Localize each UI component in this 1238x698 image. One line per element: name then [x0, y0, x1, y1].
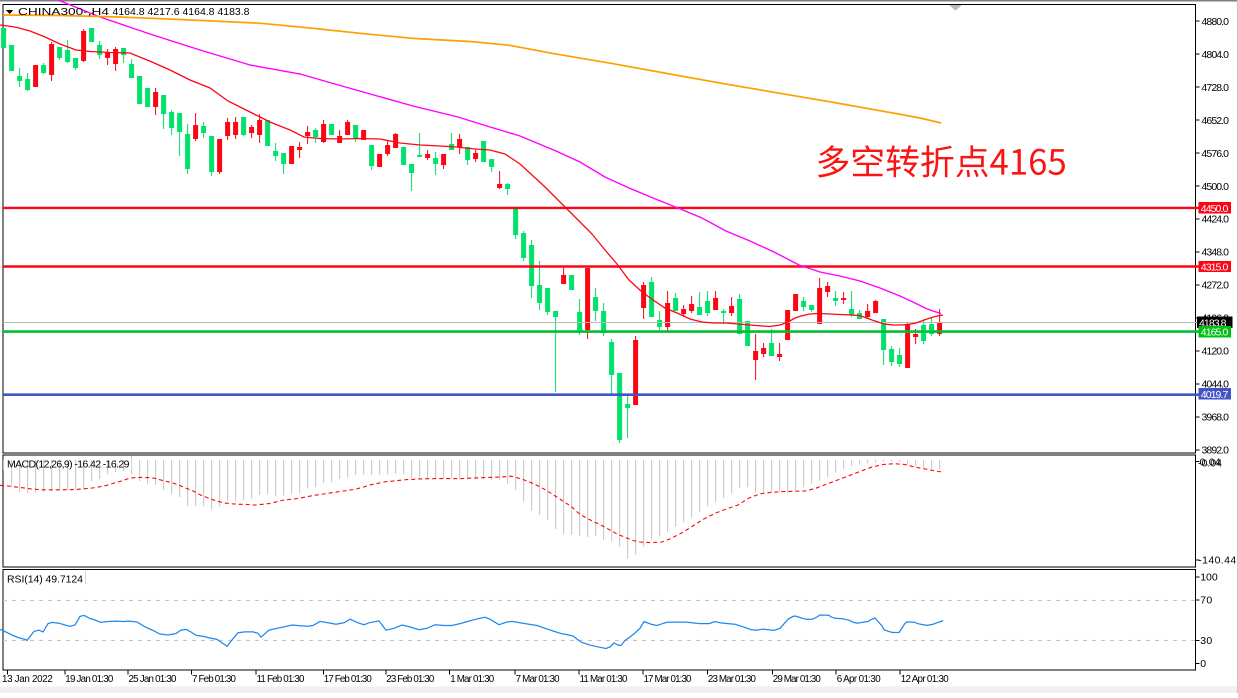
svg-text:4165.0: 4165.0 [1201, 327, 1229, 339]
svg-text:11 Mar 01:30: 11 Mar 01:30 [580, 674, 629, 685]
svg-text:4450.0: 4450.0 [1201, 203, 1229, 215]
svg-text:6 Apr 01:30: 6 Apr 01:30 [837, 674, 882, 685]
svg-text:19 Jan 01:30: 19 Jan 01:30 [65, 674, 114, 685]
svg-text:0: 0 [1200, 658, 1206, 670]
svg-text:29 Mar 01:30: 29 Mar 01:30 [773, 674, 822, 685]
svg-text:12 Apr 01:30: 12 Apr 01:30 [901, 674, 950, 685]
svg-text:25 Jan 01:30: 25 Jan 01:30 [129, 674, 178, 685]
svg-text:1 Mar 01:30: 1 Mar 01:30 [450, 674, 495, 685]
svg-text:4272.0: 4272.0 [1202, 280, 1230, 292]
svg-text:7 Feb 01:30: 7 Feb 01:30 [192, 674, 237, 685]
svg-text:30: 30 [1200, 635, 1212, 647]
svg-text:7 Mar 01:30: 7 Mar 01:30 [516, 674, 561, 685]
svg-text:4576.0: 4576.0 [1202, 148, 1230, 160]
svg-text:4348.0: 4348.0 [1202, 247, 1230, 259]
svg-text:17 Feb 01:30: 17 Feb 01:30 [324, 674, 373, 685]
svg-text:4019.7: 4019.7 [1201, 389, 1229, 401]
svg-text:4164.8 4217.6 4164.8 4183.8: 4164.8 4217.6 4164.8 4183.8 [113, 6, 250, 18]
svg-text:0.04: 0.04 [1200, 457, 1221, 469]
svg-text:MACD(12,26,9) -16.42 -16.29: MACD(12,26,9) -16.42 -16.29 [7, 459, 130, 471]
svg-text:4652.0: 4652.0 [1202, 115, 1230, 127]
svg-text:11 Feb 01:30: 11 Feb 01:30 [257, 674, 306, 685]
svg-text:17 Mar 01:30: 17 Mar 01:30 [644, 674, 693, 685]
svg-text:4804.0: 4804.0 [1202, 49, 1230, 61]
svg-text:CHINA300-,H4: CHINA300-,H4 [18, 6, 109, 18]
svg-text:4315.0: 4315.0 [1201, 261, 1229, 273]
svg-text:RSI(14) 49.7124: RSI(14) 49.7124 [7, 573, 83, 585]
svg-text:-0.04: -0.04 [1198, 458, 1222, 470]
svg-text:4424.0: 4424.0 [1202, 214, 1230, 226]
svg-text:4120.0: 4120.0 [1202, 346, 1230, 358]
svg-text:4044.0: 4044.0 [1202, 379, 1230, 391]
svg-text:23 Feb 01:30: 23 Feb 01:30 [386, 674, 435, 685]
svg-text:4728.0: 4728.0 [1202, 82, 1230, 94]
svg-text:100: 100 [1200, 572, 1218, 584]
svg-text:4880.0: 4880.0 [1202, 16, 1230, 28]
svg-text:4500.0: 4500.0 [1202, 181, 1230, 193]
svg-text:70: 70 [1200, 595, 1212, 607]
svg-text:13 Jan 2022: 13 Jan 2022 [2, 674, 53, 685]
svg-text:3892.0: 3892.0 [1202, 445, 1230, 457]
svg-text:3968.0: 3968.0 [1202, 412, 1230, 424]
svg-text:-140.44: -140.44 [1198, 555, 1236, 567]
svg-text:23 Mar 01:30: 23 Mar 01:30 [708, 674, 757, 685]
